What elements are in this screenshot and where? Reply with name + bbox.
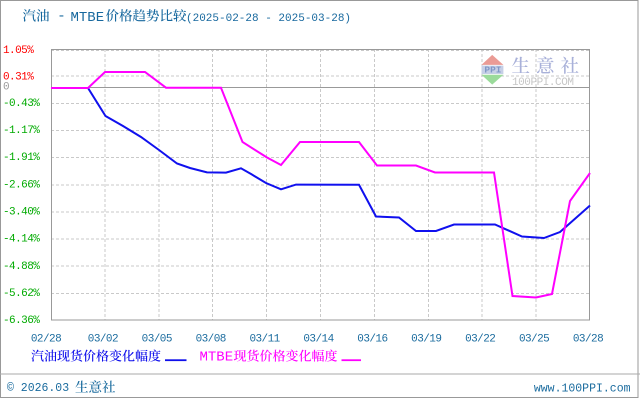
svg-text:MTBE: MTBE [71,10,105,26]
svg-text:0.31%: 0.31% [3,71,34,83]
svg-text:-4.88%: -4.88% [3,261,40,273]
svg-text:0: 0 [3,82,9,94]
svg-text:02/28: 02/28 [31,334,61,346]
svg-text:03/25: 03/25 [519,334,549,346]
svg-text:100PPI.COM: 100PPI.COM [512,77,574,89]
svg-text:03/11: 03/11 [249,334,280,346]
svg-text:(2025-02-28 - 2025-03-28): (2025-02-28 - 2025-03-28) [186,13,351,25]
svg-text:03/05: 03/05 [142,334,172,346]
svg-text:-0.43%: -0.43% [3,98,40,110]
svg-text:03/08: 03/08 [196,334,226,346]
svg-text:-3.40%: -3.40% [3,207,40,219]
svg-text:03/19: 03/19 [411,334,441,346]
svg-text:03/14: 03/14 [303,334,334,346]
svg-text:-6.36%: -6.36% [3,315,40,327]
svg-text:1.05%: 1.05% [3,45,34,57]
svg-text:-4.14%: -4.14% [3,234,40,246]
svg-text:PPI: PPI [484,65,501,76]
svg-text:03/22: 03/22 [465,334,495,346]
svg-text:-: - [57,8,65,24]
svg-text:www.100PPI.com: www.100PPI.com [534,383,631,396]
svg-text:-1.17%: -1.17% [3,125,40,137]
svg-text:MTBE: MTBE [200,350,234,366]
svg-text:-2.66%: -2.66% [3,179,40,191]
svg-text:© 2026.03: © 2026.03 [7,382,69,395]
svg-text:03/16: 03/16 [357,334,387,346]
svg-text:03/02: 03/02 [88,334,118,346]
svg-text:-5.62%: -5.62% [3,288,40,300]
svg-text:03/28: 03/28 [573,334,603,346]
svg-text:-1.91%: -1.91% [3,152,40,164]
